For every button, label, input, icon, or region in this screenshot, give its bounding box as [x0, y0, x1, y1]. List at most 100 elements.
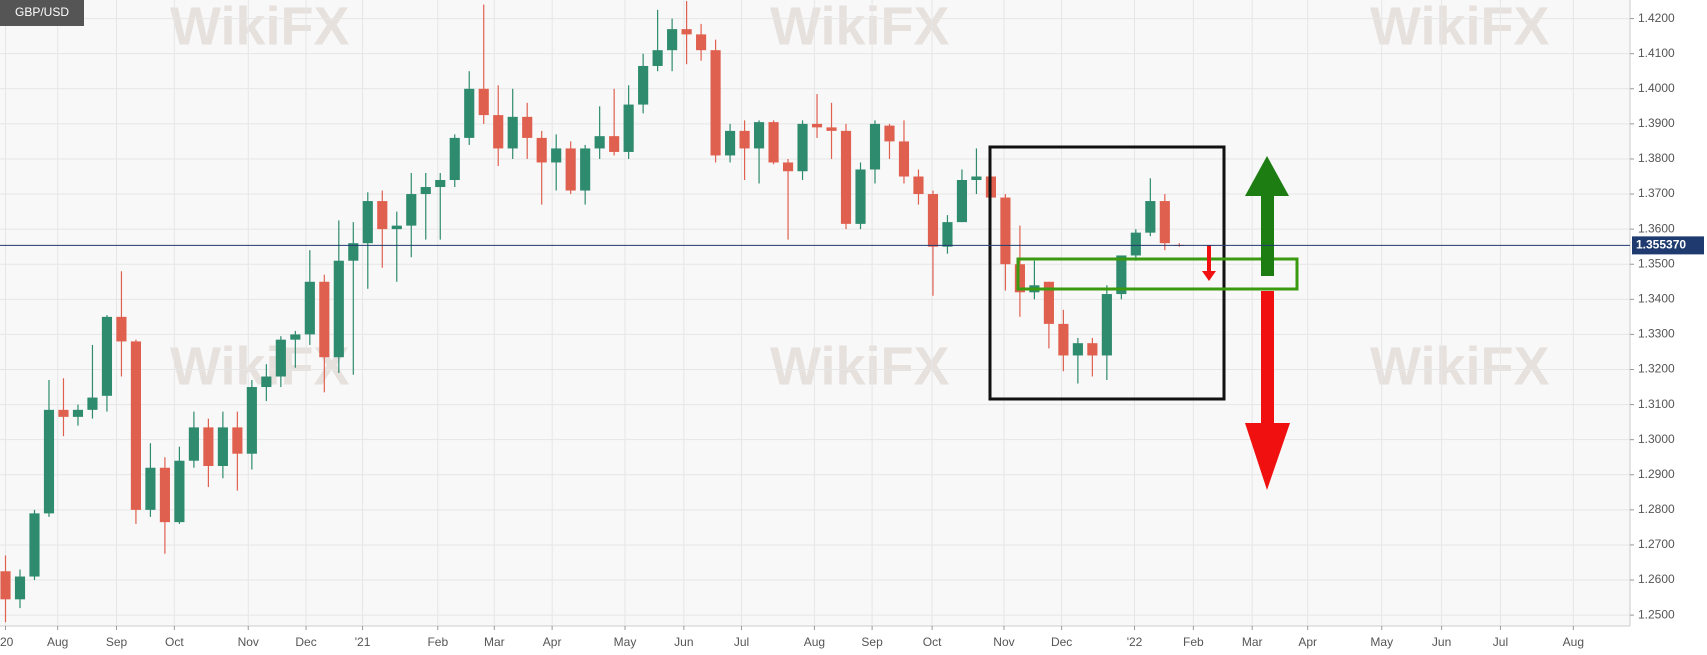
x-tick-label: '20 — [0, 635, 14, 649]
candle-body — [522, 116, 533, 138]
y-tick-label: 1.4100 — [1638, 46, 1675, 60]
x-tick-label: Mar — [484, 635, 505, 649]
candle-body — [58, 409, 69, 417]
candle-body — [232, 427, 243, 454]
x-tick-label: Dec — [295, 635, 316, 649]
y-tick-label: 1.3400 — [1638, 291, 1675, 305]
candle-body — [1058, 323, 1069, 356]
chart-title: GBP/USD — [15, 5, 69, 19]
candle-body — [72, 409, 84, 417]
x-tick-label: Feb — [427, 635, 448, 649]
candle-body — [449, 137, 460, 181]
candle-body — [782, 162, 794, 172]
candle-body — [797, 123, 808, 172]
candle-body — [739, 130, 750, 149]
support-zone — [1016, 257, 1299, 291]
candle-body — [217, 427, 228, 466]
x-tick-label: Jun — [1432, 635, 1451, 649]
y-tick-label: 1.2800 — [1638, 502, 1675, 516]
watermark: WikiFX — [770, 336, 950, 396]
candle-body — [0, 571, 11, 600]
candle-body — [667, 29, 678, 51]
x-tick-label: Sep — [861, 635, 883, 649]
watermark: WikiFX — [1370, 336, 1550, 396]
candles — [0, 1, 1185, 623]
candle-body — [1000, 197, 1011, 265]
candle-body — [290, 334, 301, 340]
y-tick-label: 1.2700 — [1638, 537, 1675, 551]
x-tick-label: Jun — [674, 635, 693, 649]
candle-body — [348, 243, 359, 261]
candle-body — [261, 376, 272, 388]
candle-body — [377, 201, 388, 230]
candle-body — [971, 176, 982, 181]
x-tick-label: Apr — [1298, 635, 1317, 649]
candle-body — [956, 180, 968, 223]
x-tick-label: Mar — [1242, 635, 1263, 649]
candle-body — [246, 387, 257, 454]
candle-body — [130, 341, 142, 510]
y-tick-label: 1.3200 — [1638, 362, 1675, 376]
x-tick-label: Aug — [47, 635, 68, 649]
grid — [0, 0, 1630, 626]
candle-body — [565, 148, 576, 191]
candle-body — [43, 409, 55, 514]
watermark: WikiFX — [770, 0, 950, 56]
y-tick-label: 1.2900 — [1638, 467, 1675, 481]
candle-body — [710, 50, 721, 156]
x-tick-label: Jul — [734, 635, 749, 649]
y-tick-label: 1.3800 — [1638, 151, 1675, 165]
candle-body — [855, 169, 866, 224]
y-tick-label: 1.3900 — [1638, 116, 1675, 130]
last-price-label: 1.355370 — [1636, 238, 1686, 252]
y-tick-label: 1.4200 — [1638, 11, 1675, 25]
x-tick-label: Aug — [804, 635, 825, 649]
candle-body — [768, 122, 779, 163]
candle-body — [869, 123, 881, 170]
down-arrow — [1245, 291, 1290, 490]
last-price-badge — [1632, 236, 1704, 255]
plot-area — [0, 0, 1630, 626]
candle-body — [391, 225, 402, 230]
candle-body — [1043, 281, 1054, 324]
candle-body — [333, 260, 344, 358]
candle-body — [753, 122, 765, 149]
x-tick-label: Apr — [543, 635, 562, 649]
candle-body — [1014, 264, 1025, 293]
y-tick-label: 1.4000 — [1638, 81, 1675, 95]
candle-body — [464, 88, 475, 138]
y-tick-label: 1.3700 — [1638, 186, 1675, 200]
candle-body — [652, 50, 663, 66]
candle-body — [898, 141, 910, 177]
candle-body — [493, 115, 504, 149]
range-box — [988, 145, 1226, 401]
candle-body — [638, 65, 649, 105]
candle-body — [913, 176, 924, 195]
candle-body — [1159, 201, 1170, 244]
candle-body — [362, 201, 373, 244]
y-tick-label: 1.2500 — [1638, 607, 1675, 621]
y-tick-label: 1.3600 — [1638, 221, 1675, 235]
candle-body — [1116, 255, 1127, 295]
candle-body — [580, 148, 591, 191]
x-tick-label: Feb — [1183, 635, 1204, 649]
candle-body — [1101, 294, 1112, 356]
candle-body — [101, 316, 113, 396]
candle-body — [840, 130, 852, 224]
x-tick-label: Nov — [993, 635, 1014, 649]
up-arrow — [1245, 156, 1289, 276]
y-tick-label: 1.3500 — [1638, 256, 1675, 270]
candle-body — [145, 467, 156, 510]
candle-body — [420, 187, 431, 195]
candle-body — [725, 130, 736, 156]
candle-body — [275, 339, 286, 377]
candle-body — [435, 180, 446, 188]
candle-body — [536, 137, 547, 163]
candle-body — [174, 460, 185, 523]
candle-body — [87, 397, 98, 410]
candle-body — [159, 467, 170, 523]
x-tick-label: '22 — [1127, 635, 1143, 649]
candle-body — [884, 125, 895, 142]
candle-body — [478, 88, 489, 116]
